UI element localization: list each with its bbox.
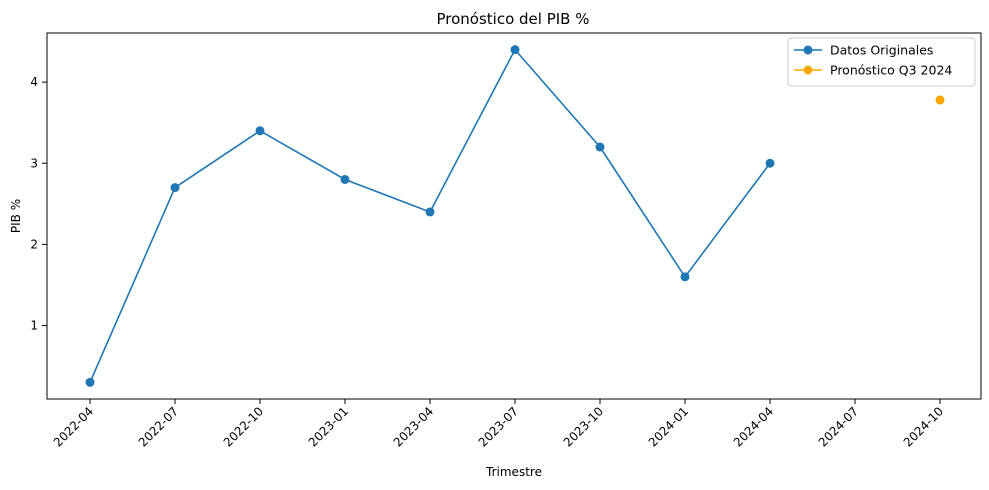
y-tick-label: 3 <box>30 156 38 170</box>
x-axis-ticks: 2022-04 2022-07 2022-10 2023-01 2023-04 2023-… <box>51 399 946 450</box>
data-point <box>255 126 265 136</box>
y-tick-label: 2 <box>30 237 38 251</box>
data-point <box>510 45 520 55</box>
y-axis-label: PIB % <box>9 199 23 233</box>
y-axis-ticks: 1 2 3 4 <box>30 75 47 333</box>
data-point <box>85 377 95 387</box>
plot-frame <box>46 32 982 400</box>
x-tick-label: 2024-10 <box>901 404 946 449</box>
x-tick-label: 2024-01 <box>646 404 691 449</box>
x-tick-label: 2023-10 <box>561 404 606 449</box>
legend-marker <box>803 45 813 55</box>
series-layer <box>85 45 945 387</box>
legend: Datos Originales Pronóstico Q3 2024 <box>787 37 976 87</box>
data-point <box>340 174 350 184</box>
x-tick-label: 2023-07 <box>476 404 521 449</box>
y-tick-label: 4 <box>30 75 38 89</box>
x-tick-label: 2022-10 <box>221 404 266 449</box>
legend-label: Pronóstico Q3 2024 <box>830 63 952 78</box>
legend-box <box>787 37 976 87</box>
x-tick-label: 2023-01 <box>306 404 351 449</box>
data-point <box>680 272 690 282</box>
x-tick-label: 2024-04 <box>731 404 776 449</box>
x-tick-label: 2023-04 <box>391 404 436 449</box>
x-tick-label: 2022-07 <box>136 404 181 449</box>
data-point <box>935 95 945 105</box>
legend-marker <box>803 65 813 75</box>
data-point <box>765 158 775 168</box>
data-point <box>425 207 435 217</box>
y-tick-label: 1 <box>30 319 38 333</box>
chart-title: Pronóstico del PIB % <box>436 10 589 28</box>
data-point <box>170 183 180 193</box>
x-tick-label: 2022-04 <box>51 404 96 449</box>
legend-label: Datos Originales <box>830 43 933 58</box>
data-point <box>595 142 605 152</box>
x-tick-label: 2024-07 <box>816 404 861 449</box>
x-axis-label: Trimestre <box>485 465 542 479</box>
